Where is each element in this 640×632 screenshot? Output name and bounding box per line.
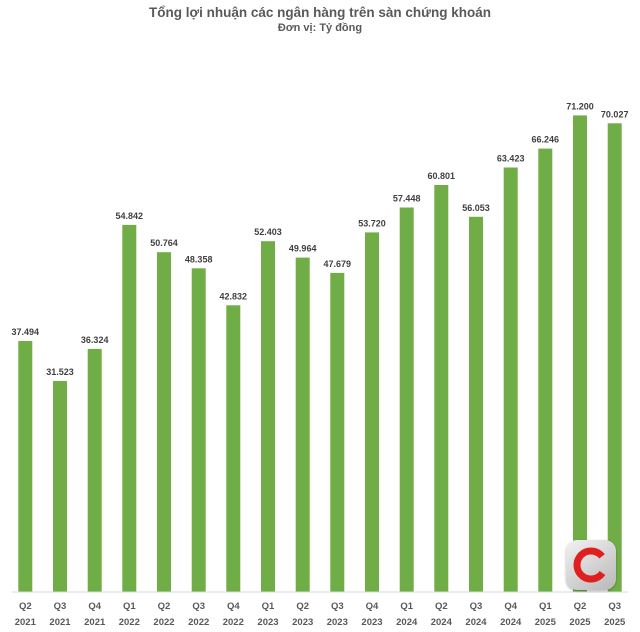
data-label: 37.494: [12, 327, 40, 337]
bar: [330, 272, 345, 592]
bar: [122, 224, 137, 592]
x-tick-label-quarter: Q1: [123, 601, 136, 612]
bar: [157, 252, 171, 592]
data-label: 57.448: [393, 194, 421, 204]
x-tick-label-year: 2024: [431, 617, 453, 628]
x-tick-label-quarter: Q2: [19, 601, 32, 612]
chart-title: Tổng lợi nhuận các ngân hàng trên sàn ch…: [149, 5, 491, 20]
bar: [18, 341, 33, 592]
data-label: 71.200: [566, 101, 594, 111]
x-tick-label-quarter: Q2: [158, 601, 171, 612]
x-tick-label-quarter: Q3: [192, 601, 205, 612]
cafef-logo-icon: [566, 540, 616, 590]
data-label: 49.964: [289, 244, 317, 254]
x-tick-label-quarter: Q4: [504, 601, 517, 612]
data-label: 50.764: [150, 238, 178, 248]
data-label: 56.053: [462, 203, 490, 213]
x-tick-label-year: 2023: [257, 617, 278, 628]
x-tick-label-year: 2024: [465, 617, 487, 628]
bars: [18, 115, 622, 593]
x-tick-label-quarter: Q3: [331, 601, 344, 612]
data-labels: 37.494 31.523 36.324 54.842 50.764 48.358 42.8…: [12, 101, 629, 377]
bar: [607, 123, 622, 593]
x-tick-label-year: 2024: [500, 617, 522, 628]
x-tick-label-year: 2025: [535, 617, 557, 628]
x-tick-label-quarter: Q3: [608, 601, 621, 612]
bar: [295, 257, 310, 592]
data-label: 53.720: [358, 218, 386, 228]
data-label: 52.403: [254, 227, 282, 237]
x-tick-label-year: 2023: [361, 617, 382, 628]
x-tick-labels: Q2 2021 Q3 2021 Q4 2021 Q1 2022 Q2 2022 Q3 2022 Q4 20…: [15, 601, 626, 628]
x-tick-label-year: 2021: [15, 617, 37, 628]
data-label: 70.027: [601, 109, 629, 119]
x-tick-label-quarter: Q4: [227, 601, 240, 612]
x-tick-label-quarter: Q3: [470, 601, 483, 612]
data-label: 47.679: [324, 259, 352, 269]
bar: [261, 241, 275, 592]
data-label: 66.246: [532, 135, 560, 145]
data-label: 36.324: [81, 335, 109, 345]
bar: [573, 115, 587, 593]
data-label: 54.842: [116, 211, 144, 221]
x-tick-label-year: 2022: [119, 617, 140, 628]
bar: [226, 305, 241, 592]
bar: [399, 207, 414, 592]
bar: [503, 167, 518, 592]
x-tick-label-quarter: Q4: [88, 601, 101, 612]
data-label: 31.523: [46, 367, 74, 377]
bar: [365, 232, 379, 592]
x-tick-label-quarter: Q1: [262, 601, 275, 612]
x-tick-label-year: 2024: [396, 617, 418, 628]
x-tick-label-quarter: Q1: [539, 601, 552, 612]
data-label: 63.423: [497, 154, 525, 164]
x-tick-label-quarter: Q2: [574, 601, 587, 612]
data-label: 42.832: [220, 291, 248, 301]
x-tick-label-year: 2023: [327, 617, 348, 628]
x-tick-label-quarter: Q4: [366, 601, 379, 612]
bar: [469, 216, 483, 593]
x-tick-label-year: 2022: [188, 617, 209, 628]
x-tick-label-year: 2023: [292, 617, 313, 628]
x-tick-label-quarter: Q3: [54, 601, 67, 612]
x-tick-label-year: 2025: [604, 617, 626, 628]
bar: [434, 185, 449, 592]
bar: [87, 348, 102, 592]
chart-subtitle: Đơn vị: Tỷ đồng: [277, 22, 363, 34]
bar: [191, 268, 206, 592]
bar: [53, 381, 67, 592]
x-tick-label-quarter: Q2: [296, 601, 309, 612]
x-tick-label-year: 2022: [223, 617, 244, 628]
x-tick-label-year: 2022: [153, 617, 174, 628]
x-tick-label-quarter: Q1: [400, 601, 413, 612]
x-tick-label-year: 2021: [84, 617, 106, 628]
bar: [538, 148, 553, 592]
x-tick-label-quarter: Q2: [435, 601, 448, 612]
x-tick-label-year: 2021: [49, 617, 71, 628]
data-label: 60.801: [428, 171, 456, 181]
data-label: 48.358: [185, 254, 213, 264]
x-tick-label-year: 2025: [569, 617, 591, 628]
